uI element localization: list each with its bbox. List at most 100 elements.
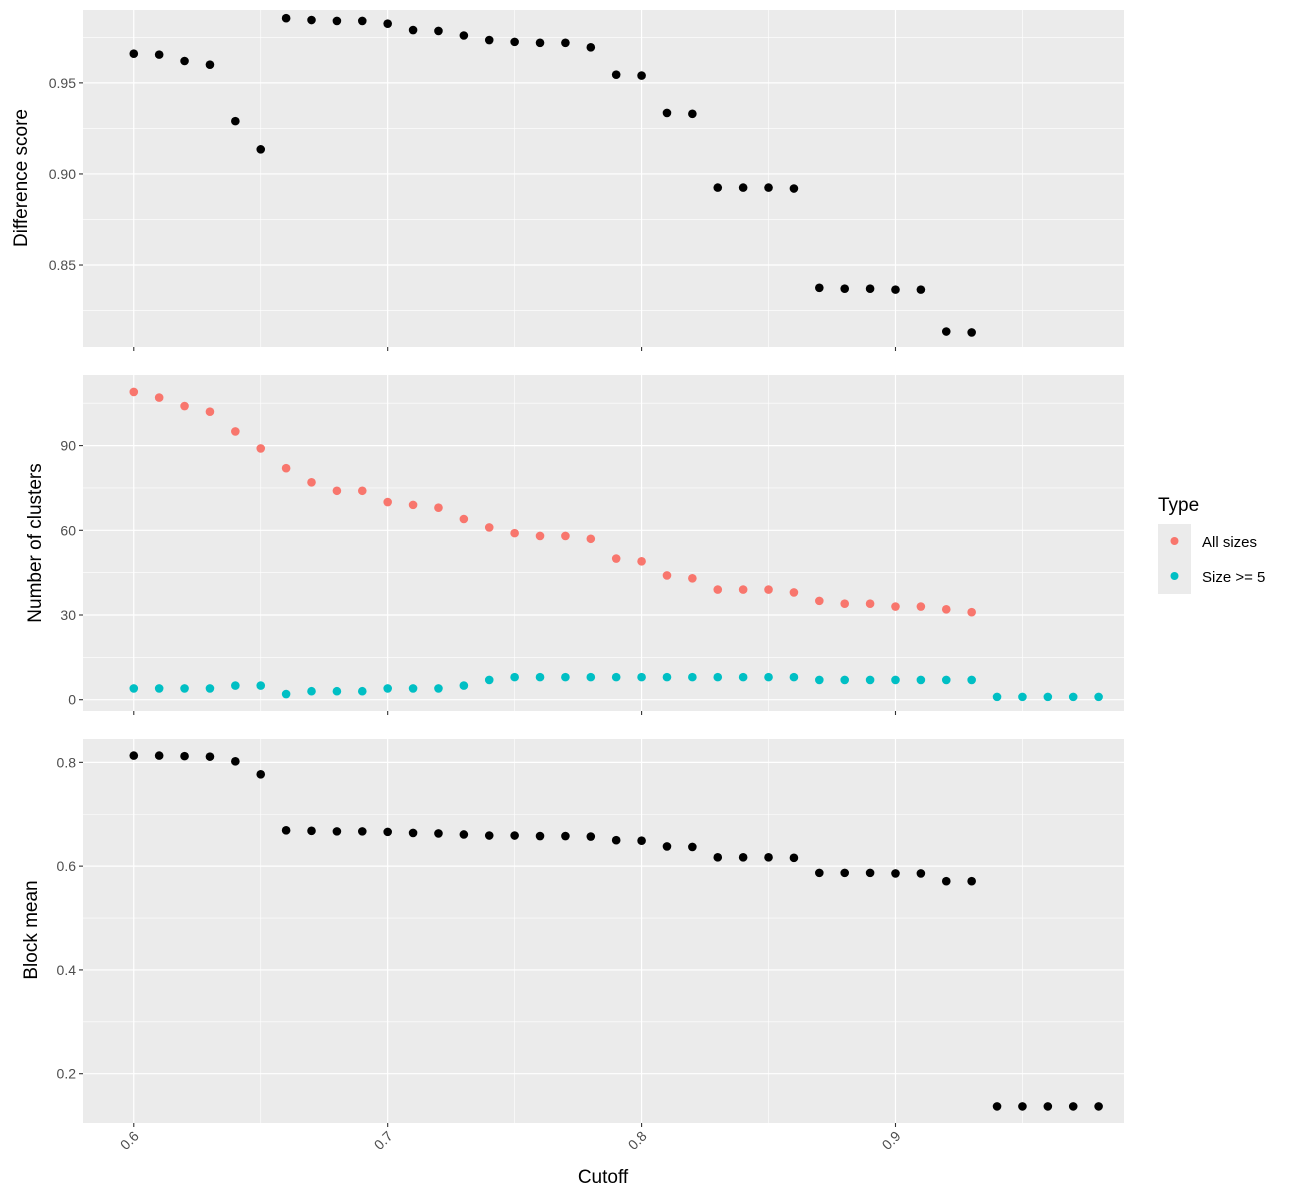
- point-size-5: [180, 684, 189, 693]
- point-size-5: [281, 689, 291, 699]
- point-block-mean: [205, 752, 215, 761]
- point-all-sizes: [383, 497, 392, 507]
- point-block-mean: [561, 831, 570, 841]
- point-all-sizes: [154, 393, 164, 402]
- point-size-5: [434, 684, 443, 693]
- point-block-mean: [967, 876, 976, 886]
- point-size-5: [916, 675, 926, 685]
- point-all-sizes: [637, 557, 646, 566]
- point-size-5: [332, 686, 342, 696]
- number-of-clusters-panel: 0 30 60 90: [60, 375, 1124, 715]
- point-block-mean: [1043, 1102, 1053, 1111]
- y-tick-label: 0.90: [49, 166, 76, 182]
- point-all-sizes: [916, 602, 926, 611]
- point-size-5: [637, 672, 646, 682]
- point-block-mean: [611, 835, 621, 845]
- y-axis-title-difference-score: Difference score: [11, 109, 32, 247]
- point-all-sizes: [789, 588, 799, 597]
- point-size-5: [713, 672, 723, 682]
- point-block-mean: [916, 869, 926, 878]
- point-size-5: [738, 672, 748, 682]
- point-difference-score: [383, 19, 392, 28]
- point-difference-score: [357, 16, 367, 26]
- point-difference-score: [459, 31, 469, 40]
- point-block-mean: [637, 836, 646, 846]
- point-difference-score: [967, 328, 976, 337]
- point-all-sizes: [231, 427, 240, 436]
- point-difference-score: [510, 37, 519, 47]
- point-difference-score: [281, 13, 291, 23]
- legend-key-size-5: [1170, 572, 1179, 580]
- point-block-mean: [738, 853, 748, 862]
- point-size-5: [865, 675, 875, 685]
- point-all-sizes: [815, 596, 824, 606]
- point-block-mean: [307, 826, 316, 836]
- point-difference-score: [129, 49, 139, 59]
- point-size-5: [764, 672, 773, 682]
- point-difference-score: [434, 26, 443, 36]
- legend-key-background: [1158, 524, 1191, 594]
- point-block-mean: [281, 826, 291, 835]
- difference-score-panel-background: [83, 10, 1124, 347]
- point-all-sizes: [281, 463, 291, 473]
- point-block-mean: [789, 853, 799, 863]
- point-all-sizes: [332, 486, 342, 496]
- legend-key-all-sizes: [1170, 537, 1179, 545]
- point-difference-score: [764, 183, 773, 192]
- point-all-sizes: [205, 407, 215, 417]
- point-all-sizes: [840, 599, 850, 609]
- point-block-mean: [1068, 1102, 1078, 1111]
- y-tick-label: 0.95: [49, 75, 76, 91]
- point-difference-score: [205, 60, 215, 69]
- point-size-5: [941, 675, 951, 685]
- point-all-sizes: [484, 523, 494, 532]
- point-block-mean: [180, 751, 189, 761]
- point-size-5: [1018, 692, 1027, 702]
- point-all-sizes: [865, 599, 875, 609]
- point-size-5: [256, 681, 266, 690]
- point-block-mean: [535, 831, 545, 841]
- point-block-mean: [662, 842, 672, 851]
- point-size-5: [840, 675, 850, 685]
- point-all-sizes: [535, 531, 545, 541]
- point-all-sizes: [256, 444, 266, 453]
- point-block-mean: [484, 831, 494, 840]
- point-block-mean: [231, 757, 240, 766]
- point-difference-score: [688, 109, 697, 119]
- point-difference-score: [484, 35, 494, 45]
- legend-label-all-sizes: All sizes: [1202, 534, 1257, 551]
- point-difference-score: [332, 16, 342, 26]
- point-difference-score: [941, 327, 951, 336]
- point-difference-score: [891, 285, 900, 294]
- point-size-5: [535, 672, 545, 682]
- y-tick-label: 0.4: [57, 962, 77, 978]
- point-size-5: [383, 684, 392, 693]
- difference-score-panel: 0.85 0.90 0.95: [49, 10, 1124, 351]
- point-all-sizes: [459, 514, 469, 524]
- point-size-5: [992, 692, 1002, 702]
- y-tick-label: 0.85: [49, 257, 76, 273]
- point-size-5: [967, 675, 976, 685]
- point-all-sizes: [891, 602, 900, 611]
- point-difference-score: [180, 56, 189, 66]
- legend: Type All sizes Size >= 5: [1158, 495, 1265, 594]
- point-block-mean: [459, 830, 469, 839]
- y-tick-label: 0.8: [57, 754, 77, 770]
- point-all-sizes: [129, 387, 139, 397]
- point-difference-score: [256, 145, 266, 154]
- point-block-mean: [688, 842, 697, 852]
- point-block-mean: [1018, 1102, 1027, 1111]
- point-block-mean: [357, 827, 367, 836]
- point-all-sizes: [967, 607, 976, 617]
- point-all-sizes: [611, 554, 621, 563]
- point-block-mean: [256, 769, 266, 779]
- point-difference-score: [307, 15, 316, 25]
- y-tick-label: 0.6: [57, 858, 77, 874]
- point-all-sizes: [738, 585, 748, 594]
- point-all-sizes: [586, 534, 596, 544]
- point-size-5: [205, 684, 215, 693]
- point-difference-score: [611, 70, 621, 79]
- point-block-mean: [865, 868, 875, 878]
- point-difference-score: [637, 71, 646, 80]
- point-block-mean: [129, 751, 139, 760]
